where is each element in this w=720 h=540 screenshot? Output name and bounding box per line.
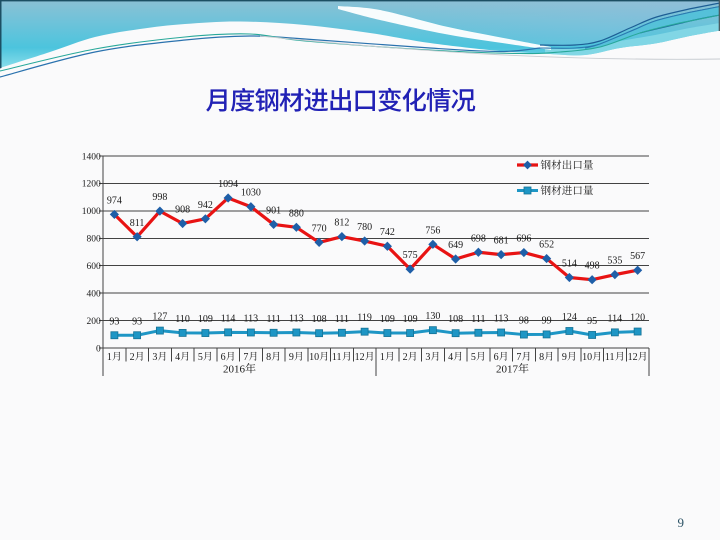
svg-text:108: 108 [312, 314, 327, 325]
svg-text:756: 756 [425, 225, 440, 236]
svg-text:109: 109 [403, 314, 418, 325]
svg-text:120: 120 [630, 313, 645, 324]
svg-text:93: 93 [132, 316, 142, 327]
svg-text:130: 130 [425, 311, 440, 322]
svg-text:9: 9 [678, 515, 685, 530]
svg-text:1030: 1030 [241, 188, 261, 199]
svg-text:498: 498 [585, 261, 600, 272]
svg-text:93: 93 [109, 316, 119, 327]
svg-text:119: 119 [357, 313, 372, 324]
svg-text:114: 114 [608, 313, 623, 324]
svg-text:1000: 1000 [82, 207, 101, 217]
svg-text:696: 696 [516, 234, 531, 245]
svg-text:652: 652 [539, 240, 554, 251]
svg-text:7: 7 [243, 352, 248, 363]
svg-text:5: 5 [198, 352, 203, 363]
svg-text:2: 2 [403, 352, 408, 363]
svg-text:908: 908 [175, 204, 190, 215]
svg-text:113: 113 [244, 314, 259, 325]
svg-text:3: 3 [152, 352, 157, 363]
svg-text:111: 111 [266, 314, 280, 325]
svg-text:113: 113 [494, 314, 509, 325]
svg-text:111: 111 [335, 314, 349, 325]
svg-text:113: 113 [289, 314, 304, 325]
svg-text:4: 4 [448, 352, 453, 363]
svg-text:649: 649 [448, 240, 463, 251]
svg-text:2016: 2016 [223, 363, 246, 375]
svg-text:812: 812 [334, 218, 349, 229]
svg-text:742: 742 [380, 227, 395, 238]
svg-text:110: 110 [175, 314, 190, 325]
svg-text:114: 114 [221, 313, 236, 324]
svg-text:681: 681 [494, 236, 509, 247]
svg-text:780: 780 [357, 222, 372, 233]
svg-text:800: 800 [87, 235, 102, 245]
svg-text:998: 998 [152, 192, 167, 203]
svg-text:9: 9 [562, 352, 567, 363]
svg-text:514: 514 [562, 259, 577, 270]
svg-text:901: 901 [266, 205, 281, 216]
svg-text:10: 10 [582, 352, 592, 363]
svg-text:8: 8 [266, 352, 271, 363]
svg-text:111: 111 [471, 314, 485, 325]
svg-text:1200: 1200 [82, 180, 101, 190]
svg-text:698: 698 [471, 233, 486, 244]
svg-text:11: 11 [605, 352, 615, 363]
svg-text:99: 99 [542, 315, 552, 326]
svg-text:4: 4 [175, 352, 180, 363]
svg-text:127: 127 [152, 312, 167, 323]
svg-text:109: 109 [198, 314, 213, 325]
svg-text:1: 1 [380, 352, 385, 363]
svg-text:811: 811 [130, 218, 145, 229]
svg-text:11: 11 [332, 352, 342, 363]
svg-text:2017: 2017 [496, 363, 519, 375]
svg-text:575: 575 [403, 250, 418, 261]
svg-text:0: 0 [96, 344, 101, 354]
svg-text:12: 12 [628, 352, 638, 363]
svg-text:8: 8 [539, 352, 544, 363]
svg-text:109: 109 [380, 314, 395, 325]
svg-text:6: 6 [221, 352, 226, 363]
svg-text:124: 124 [562, 312, 577, 323]
svg-text:7: 7 [516, 352, 521, 363]
svg-text:200: 200 [87, 317, 102, 327]
svg-text:98: 98 [519, 316, 529, 327]
svg-text:10: 10 [309, 352, 319, 363]
svg-text:942: 942 [198, 200, 213, 211]
svg-text:95: 95 [587, 316, 597, 327]
svg-text:6: 6 [494, 352, 499, 363]
svg-text:600: 600 [87, 262, 102, 272]
svg-text:1: 1 [107, 352, 112, 363]
svg-text:535: 535 [607, 256, 622, 267]
svg-text:9: 9 [289, 352, 294, 363]
svg-text:108: 108 [448, 314, 463, 325]
svg-text:1400: 1400 [82, 152, 101, 162]
svg-text:2: 2 [130, 352, 135, 363]
svg-text:5: 5 [471, 352, 476, 363]
svg-text:770: 770 [312, 223, 327, 234]
svg-text:1094: 1094 [218, 179, 238, 190]
svg-text:400: 400 [87, 289, 102, 299]
svg-text:974: 974 [107, 195, 122, 206]
svg-text:567: 567 [630, 251, 645, 262]
svg-text:3: 3 [425, 352, 430, 363]
svg-text:880: 880 [289, 208, 304, 219]
svg-text:12: 12 [355, 352, 365, 363]
